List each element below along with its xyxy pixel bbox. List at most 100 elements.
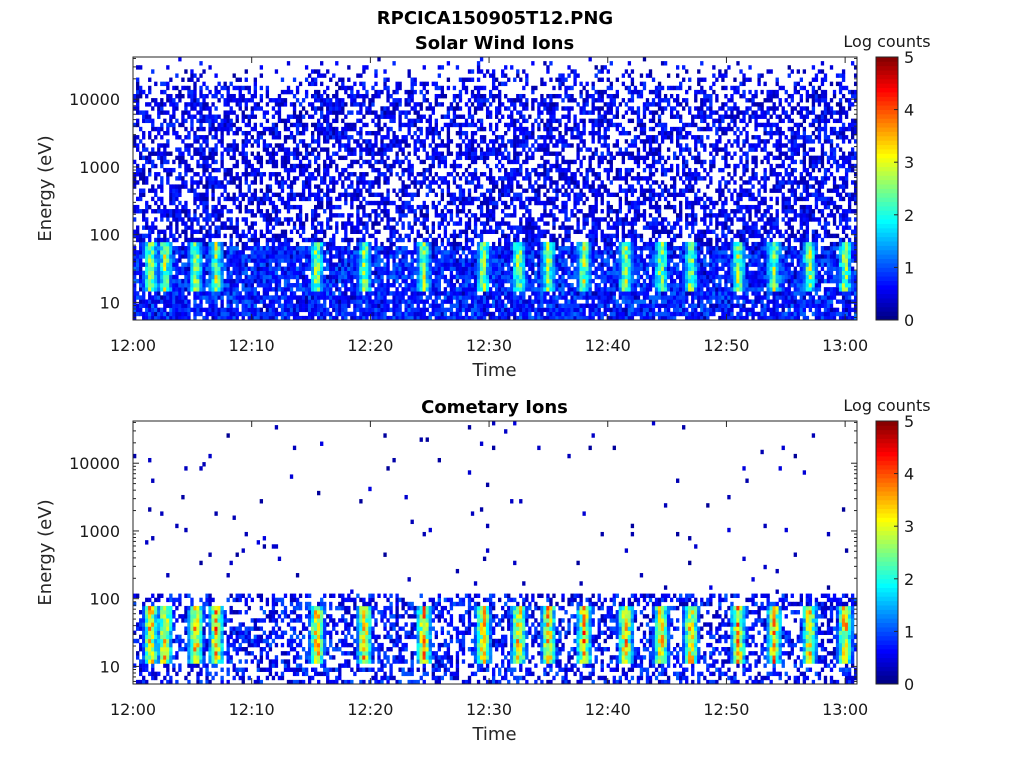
spectrogram-cell <box>317 204 321 210</box>
spectrogram-cell <box>139 287 143 292</box>
spectrogram-cell <box>226 110 230 115</box>
spectrogram-cell <box>476 303 481 308</box>
spectrogram-cell <box>350 89 354 95</box>
spectrogram-cell <box>522 130 526 136</box>
spectrogram-cell <box>473 213 478 218</box>
spectrogram-cell <box>307 311 312 317</box>
spectrogram-cell <box>280 118 285 124</box>
spectrogram-cell <box>485 241 490 247</box>
spectrogram-cell <box>256 209 260 214</box>
spectrogram-cell <box>133 233 137 239</box>
spectrogram-cell <box>211 287 215 292</box>
spectrogram-cell <box>184 246 188 251</box>
spectrogram-cell <box>419 159 423 165</box>
spectrogram-cell <box>341 295 345 300</box>
spectrogram-cell <box>479 283 484 288</box>
spectrogram-cell <box>136 167 140 173</box>
spectrogram-cell <box>175 209 179 214</box>
spectrogram-cell <box>410 85 414 91</box>
spectrogram-cell <box>359 299 363 304</box>
spectrogram-cell <box>413 278 417 284</box>
spectrogram-cell <box>274 130 279 136</box>
spectrogram-cell <box>437 262 441 267</box>
spectrogram-cell <box>440 188 445 193</box>
spectrogram-cell <box>136 262 140 267</box>
spectrogram-cell <box>298 315 303 321</box>
spectrogram-cell <box>323 176 327 181</box>
spectrogram-cell <box>163 81 167 87</box>
spectrogram-cell <box>214 159 218 165</box>
spectrogram-cell <box>317 196 321 202</box>
spectrogram-cell <box>253 287 257 292</box>
spectrogram-cell <box>332 135 336 140</box>
spectrogram-cell <box>383 69 387 74</box>
spectrogram-cell <box>166 225 170 230</box>
spectrogram-cell <box>274 143 279 148</box>
spectrogram-cell <box>208 176 212 181</box>
spectrogram-cell <box>504 130 508 136</box>
spectrogram-cell <box>220 126 224 132</box>
spectrogram-cell <box>437 130 441 136</box>
spectrogram-cell <box>359 135 363 140</box>
spectrogram-cell <box>136 258 140 263</box>
spectrogram-cell <box>395 204 399 210</box>
spectrogram-cell <box>214 176 218 181</box>
spectrogram-cell <box>380 270 384 276</box>
spectrogram-cell <box>392 135 396 140</box>
spectrogram-cell <box>365 151 369 156</box>
spectrogram-cell <box>259 93 264 99</box>
spectrogram-cell <box>519 102 523 107</box>
spectrogram-cell <box>467 237 472 243</box>
spectrogram-cell <box>431 278 435 284</box>
spectrogram-cell <box>410 274 414 280</box>
spectrogram-cell <box>522 274 526 280</box>
spectrogram-cell <box>416 246 420 251</box>
spectrogram-cell <box>256 258 260 263</box>
spectrogram-cell <box>464 130 469 136</box>
spectrogram-cell <box>516 155 520 161</box>
spectrogram-cell <box>187 163 191 169</box>
spectrogram-cell <box>172 122 176 128</box>
spectrogram-cell <box>479 139 484 144</box>
spectrogram-cell <box>166 172 170 177</box>
spectrogram-cell <box>172 274 176 280</box>
spectrogram-cell <box>452 237 457 243</box>
spectrogram-cell <box>199 192 203 198</box>
spectrogram-cell <box>271 106 276 111</box>
spectrogram-cell <box>455 299 460 304</box>
spectrogram-cell <box>455 196 460 202</box>
spectrogram-cell <box>304 163 309 169</box>
spectrogram-cell <box>362 85 366 91</box>
spectrogram-cell <box>473 315 478 321</box>
spectrogram-cell <box>247 287 251 292</box>
spectrogram-cell <box>362 172 366 177</box>
spectrogram-cell <box>392 229 396 234</box>
spectrogram-cell <box>425 151 429 156</box>
spectrogram-cell <box>362 274 366 280</box>
spectrogram-cell <box>416 295 420 300</box>
spectrogram-cell <box>501 221 505 226</box>
spectrogram-cell <box>446 200 451 206</box>
spectrogram-cell <box>205 196 209 202</box>
spectrogram-cell <box>359 221 363 226</box>
spectrogram-cell <box>443 299 448 304</box>
spectrogram-cell <box>181 151 185 156</box>
spectrogram-cell <box>407 159 411 165</box>
spectrogram-cell <box>422 167 426 173</box>
spectrogram-cell <box>479 241 484 247</box>
spectrogram-cell <box>371 130 375 136</box>
spectrogram-cell <box>214 287 218 292</box>
spectrogram-cell <box>277 241 282 247</box>
spectrogram-cell <box>407 250 411 255</box>
spectrogram-cell <box>238 98 242 103</box>
spectrogram-cell <box>425 126 429 132</box>
spectrogram-cell <box>510 196 514 202</box>
spectrogram-cell <box>504 167 508 173</box>
spectrogram-cell <box>307 151 312 156</box>
spectrogram-cell <box>431 163 435 169</box>
spectrogram-cell <box>178 188 182 193</box>
spectrogram-cell <box>226 126 230 132</box>
spectrogram-cell <box>461 295 466 300</box>
spectrogram-cell <box>274 283 279 288</box>
spectrogram-cell <box>455 114 460 119</box>
